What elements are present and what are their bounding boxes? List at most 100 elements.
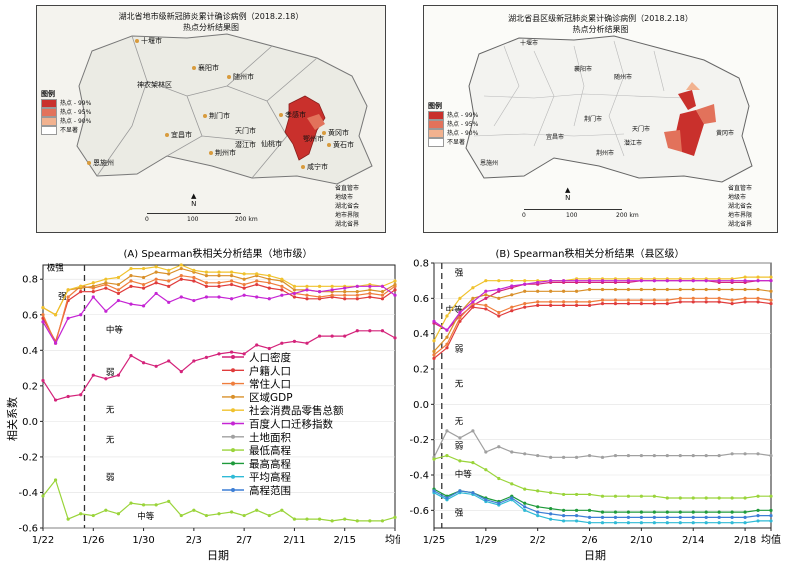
data-point <box>330 284 334 288</box>
y-tick-label: 0.0 <box>413 400 429 411</box>
x-tick-label: 均值 <box>385 533 400 546</box>
data-point <box>458 316 462 320</box>
data-point <box>305 297 309 301</box>
data-point <box>691 453 695 458</box>
data-point <box>458 436 462 440</box>
data-point <box>769 302 773 306</box>
data-point <box>704 296 708 300</box>
data-point <box>510 279 514 283</box>
data-point <box>393 282 397 287</box>
data-point <box>167 272 171 276</box>
data-point <box>626 515 631 519</box>
data-point <box>66 394 70 399</box>
x-tick-label: 2/2 <box>530 535 546 546</box>
data-point <box>255 508 259 512</box>
data-point <box>639 515 643 519</box>
chart-a-ylabel: 相关系数 <box>5 397 19 441</box>
data-point <box>613 287 618 292</box>
data-point <box>574 508 579 512</box>
data-point <box>574 492 579 497</box>
data-point <box>678 496 682 500</box>
data-point <box>678 453 682 458</box>
data-point <box>204 513 209 518</box>
data-point <box>756 519 760 523</box>
data-point <box>730 302 734 306</box>
data-point <box>497 287 501 292</box>
scale-label: 100 <box>187 216 199 223</box>
data-point <box>458 489 462 493</box>
data-point <box>471 429 475 433</box>
data-point <box>523 505 527 509</box>
y-tick-label: -0.2 <box>409 435 429 446</box>
data-point <box>292 288 297 292</box>
city-label: 鄂州市 <box>303 135 324 143</box>
data-point <box>53 478 58 482</box>
legend-item: 热点 - 90% <box>428 129 478 138</box>
data-point <box>613 515 618 519</box>
data-point <box>510 293 514 297</box>
data-point <box>380 284 385 288</box>
data-point <box>652 515 656 519</box>
data-point <box>343 293 347 297</box>
data-point <box>217 512 221 516</box>
map-right-legend-title: 图例 <box>428 102 442 110</box>
data-point <box>393 279 397 283</box>
data-point <box>267 286 271 290</box>
data-point <box>104 286 108 290</box>
data-point <box>129 284 133 288</box>
scale-label: 0 <box>522 212 526 219</box>
data-point <box>393 515 397 519</box>
data-point <box>53 341 58 345</box>
data-point <box>154 291 158 296</box>
data-point <box>179 295 183 299</box>
data-point <box>549 279 553 283</box>
legend-marker <box>231 448 235 453</box>
data-point <box>204 284 209 288</box>
data-point <box>267 277 271 281</box>
city-label: 十堰市 <box>135 36 162 46</box>
data-point <box>600 455 605 459</box>
data-point <box>549 512 553 516</box>
data-point <box>129 354 133 358</box>
data-point <box>665 521 669 525</box>
y-tick-label: 0.0 <box>22 417 38 428</box>
city-label: 仙桃市 <box>261 140 282 148</box>
data-point <box>743 275 747 279</box>
data-point <box>79 290 83 294</box>
data-point <box>756 300 760 304</box>
data-point <box>116 298 121 303</box>
data-point <box>317 290 322 294</box>
data-point <box>691 296 695 300</box>
data-point <box>626 298 631 302</box>
chart-a-title: (A) Spearman秩相关分析结果（地市级） <box>124 247 313 260</box>
y-tick-label: -0.2 <box>18 452 38 463</box>
data-point <box>562 508 566 512</box>
data-point <box>626 302 631 306</box>
data-point <box>280 277 284 281</box>
scale-label: 200 km <box>235 216 258 223</box>
x-tick-label: 2/11 <box>283 535 305 546</box>
data-point <box>536 510 540 514</box>
x-tick-label: 1/26 <box>82 535 104 546</box>
data-point <box>91 284 95 288</box>
data-point <box>167 279 171 283</box>
data-point <box>639 287 643 292</box>
data-point <box>626 287 631 292</box>
data-point <box>497 310 501 315</box>
data-point <box>484 450 488 454</box>
data-point <box>639 302 643 306</box>
city-label: 荆门市 <box>584 116 603 123</box>
x-tick-label: 2/7 <box>236 535 252 546</box>
data-point <box>445 429 449 433</box>
map-left-title: 湖北省地市级新冠肺炎累计确诊病例（2018.2.18） <box>118 12 304 21</box>
x-tick-label: 2/10 <box>630 535 652 546</box>
legend-item: 不显著 <box>428 138 478 147</box>
data-point <box>704 510 708 514</box>
data-point <box>717 287 721 292</box>
data-point <box>343 517 347 521</box>
series-line <box>433 454 771 499</box>
data-point <box>445 342 449 346</box>
map-left-legend-title: 图例 <box>41 90 55 98</box>
data-point <box>229 282 234 287</box>
data-point <box>562 279 566 283</box>
